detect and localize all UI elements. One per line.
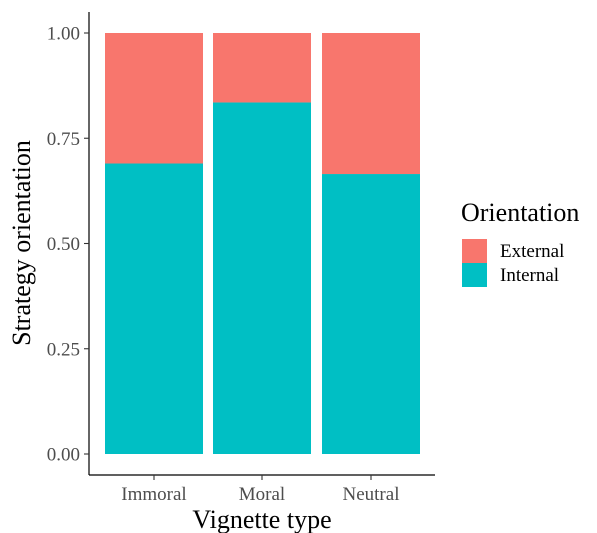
bar-moral-external — [213, 33, 311, 103]
bars-layer — [105, 33, 420, 454]
x-tick-label: Moral — [239, 484, 285, 505]
y-tick-label: 0.25 — [47, 339, 80, 360]
x-tick-label: Neutral — [343, 484, 400, 505]
x-ticks: Immoral Moral Neutral — [121, 475, 399, 505]
legend: Orientation External Internal — [461, 198, 579, 287]
legend-title: Orientation — [461, 198, 579, 227]
bar-immoral-external — [105, 33, 203, 164]
y-ticks: 0.00 0.25 0.50 0.75 1.00 — [47, 24, 89, 466]
bar-neutral-internal — [322, 174, 420, 454]
y-tick-label: 0.75 — [47, 129, 80, 150]
legend-swatch-external — [462, 239, 487, 263]
x-axis-title: Vignette type — [192, 505, 331, 533]
y-axis-title: Strategy orientation — [7, 140, 36, 346]
y-tick-label: 0.50 — [47, 234, 80, 255]
y-tick-label: 1.00 — [47, 24, 80, 45]
x-tick-label: Immoral — [121, 484, 186, 505]
bar-immoral-internal — [105, 163, 203, 454]
y-tick-label: 0.00 — [47, 445, 80, 466]
bar-moral-internal — [213, 102, 311, 454]
bar-neutral-external — [322, 33, 420, 175]
legend-label-external: External — [500, 241, 564, 262]
legend-label-internal: Internal — [500, 265, 559, 286]
legend-swatch-internal — [462, 263, 487, 287]
